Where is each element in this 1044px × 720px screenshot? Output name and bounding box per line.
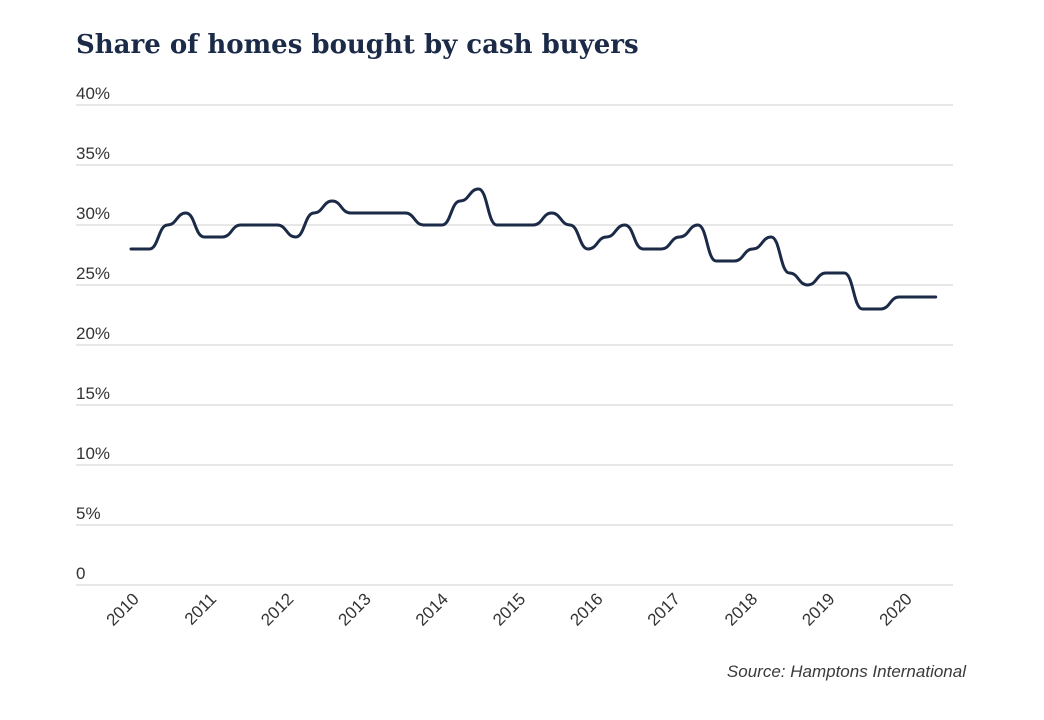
gridlines	[76, 104, 953, 586]
x-tick-label: 2015	[489, 589, 529, 629]
x-tick-label: 2013	[335, 589, 375, 629]
series-line	[129, 187, 938, 311]
y-tick-label: 30%	[76, 204, 110, 223]
y-tick-label: 25%	[76, 264, 110, 283]
y-tick-label: 20%	[76, 324, 110, 343]
x-tick-label: 2020	[876, 589, 916, 629]
chart-title: Share of homes bought by cash buyers	[76, 30, 639, 60]
y-tick-label: 5%	[76, 504, 101, 523]
x-tick-label: 2012	[257, 589, 297, 629]
x-tick-label: 2016	[566, 589, 606, 629]
x-tick-label: 2019	[798, 589, 838, 629]
y-tick-label: 0	[76, 564, 85, 583]
y-tick-label: 15%	[76, 384, 110, 403]
chart-source: Source: Hamptons International	[726, 662, 966, 681]
x-tick-label: 2017	[644, 589, 684, 629]
x-axis: 2010 2011 2012 2013 2014 2015 2016 2017 2018 2019…	[103, 589, 916, 629]
series	[129, 187, 938, 311]
y-tick-label: 10%	[76, 444, 110, 463]
x-tick-label: 2010	[103, 589, 143, 629]
y-tick-label: 35%	[76, 144, 110, 163]
y-tick-label: 40%	[76, 84, 110, 103]
x-tick-label: 2014	[412, 589, 452, 629]
x-tick-label: 2011	[181, 589, 220, 628]
x-tick-label: 2018	[721, 589, 761, 629]
y-axis: 0 5% 10% 15% 20% 25% 30% 35% 40%	[76, 84, 110, 583]
